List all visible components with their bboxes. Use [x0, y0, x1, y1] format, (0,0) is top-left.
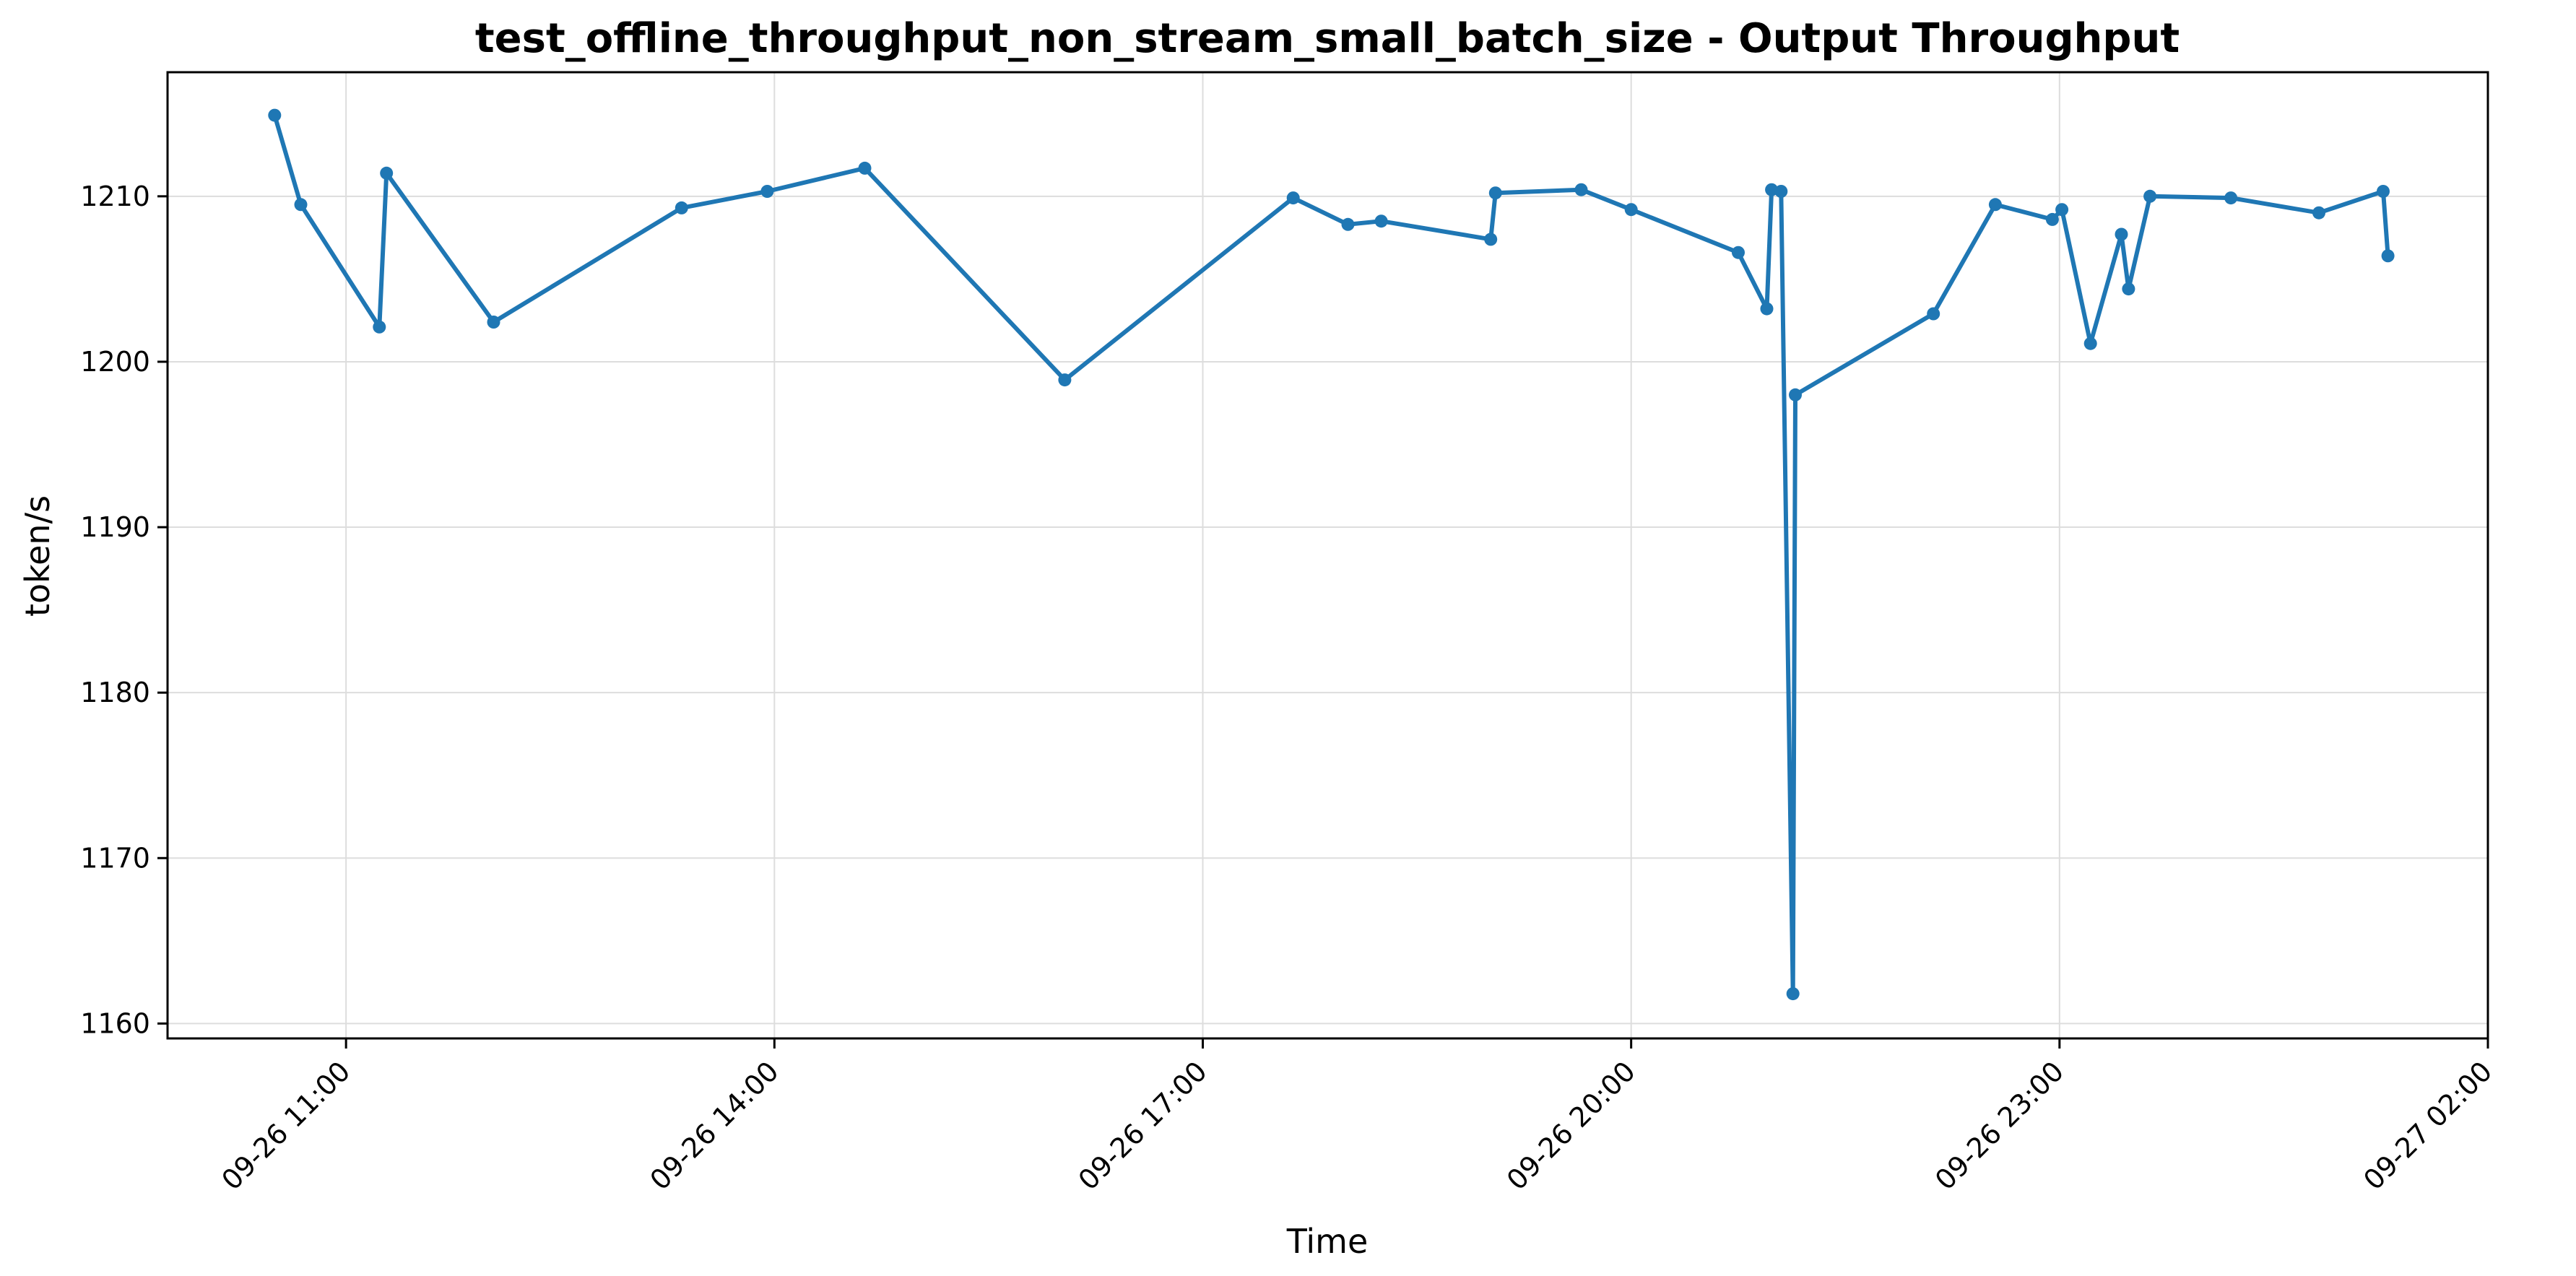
y-tick-label: 1170: [80, 842, 150, 874]
data-point: [2143, 189, 2157, 203]
data-point: [1786, 987, 1800, 1001]
data-point: [2045, 212, 2059, 226]
data-point: [675, 201, 688, 214]
y-tick-label: 1210: [80, 181, 150, 212]
data-point: [1927, 307, 1940, 321]
y-axis-label: token/s: [18, 495, 57, 617]
y-tick-label: 1180: [80, 677, 150, 708]
y-tick-label: 1190: [80, 511, 150, 543]
data-point: [1341, 217, 1355, 231]
y-tick-label: 1200: [80, 346, 150, 378]
data-point: [2115, 227, 2128, 241]
chart-title: test_offline_throughput_non_stream_small…: [475, 15, 2180, 62]
data-point: [2083, 337, 2097, 350]
x-axis-label: Time: [1286, 1222, 1369, 1261]
data-point: [1732, 246, 1745, 259]
plot-frame: [166, 71, 2489, 1040]
data-point: [2312, 206, 2325, 220]
data-point: [380, 166, 394, 180]
data-point: [1374, 214, 1388, 228]
data-point: [1488, 186, 1502, 200]
data-point: [294, 198, 308, 212]
series-layer: [268, 108, 2395, 1001]
data-point: [1988, 198, 2002, 212]
data-point: [1484, 233, 1498, 246]
data-point: [1774, 185, 1788, 198]
data-point: [373, 320, 386, 334]
data-point: [1058, 373, 1072, 387]
data-point: [1286, 191, 1300, 205]
data-point: [2377, 185, 2390, 198]
data-point: [760, 185, 774, 198]
data-point: [1760, 302, 1774, 316]
data-point: [1624, 203, 1638, 217]
data-point: [487, 316, 500, 329]
grid-lines: [168, 72, 2489, 1038]
data-point: [2055, 203, 2069, 217]
y-axis: 1160 1170 1180 1190 1200 1210: [80, 181, 168, 1039]
data-point: [1574, 183, 1588, 196]
data-point: [2381, 249, 2395, 263]
data-point: [268, 108, 282, 122]
data-point: [2122, 282, 2135, 296]
data-point: [858, 161, 872, 175]
data-point: [2224, 191, 2238, 205]
data-point: [1789, 388, 1802, 402]
series-line: [272, 113, 2390, 997]
y-tick-label: 1160: [80, 1007, 150, 1039]
